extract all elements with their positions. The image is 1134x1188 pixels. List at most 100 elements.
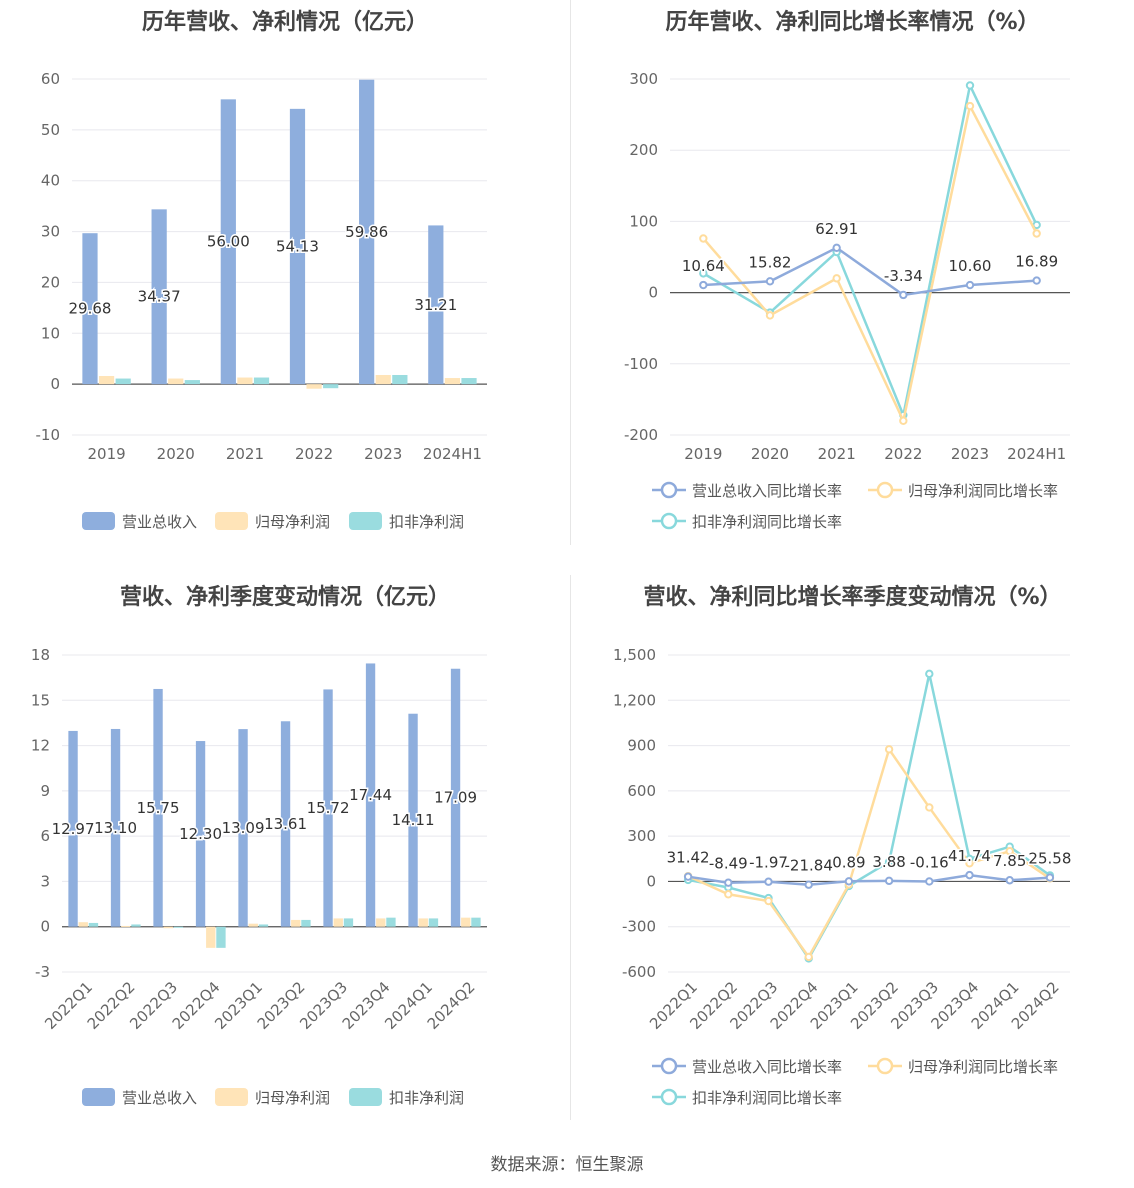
y-tick-label: -10	[36, 426, 61, 444]
y-tick-label: 0	[646, 872, 656, 890]
data-point	[1005, 847, 1014, 856]
bar	[365, 663, 376, 927]
data-label: 0.89	[832, 853, 865, 871]
data-label: -21.84	[785, 857, 833, 875]
legend-swatch	[82, 512, 115, 530]
data-point	[925, 669, 934, 679]
bar	[237, 377, 253, 385]
data-label: 10.64	[682, 257, 725, 275]
y-tick-label: 40	[41, 172, 60, 190]
data-point	[699, 269, 708, 278]
bar	[238, 729, 248, 927]
y-tick-label: 12	[31, 737, 50, 755]
series-line	[702, 81, 1038, 420]
legend-label: 归母净利润同比增长率	[908, 1058, 1058, 1076]
data-point	[899, 290, 908, 300]
legend-marker	[660, 481, 678, 499]
data-label: 31.21	[414, 296, 457, 314]
x-tick-label: 2024H1	[1007, 445, 1066, 463]
data-label: 12.97	[52, 820, 95, 838]
bar	[376, 918, 386, 927]
bar	[206, 926, 216, 948]
bar	[115, 378, 131, 385]
bar	[163, 926, 173, 929]
bar	[253, 377, 270, 385]
x-tick-label: 2022	[884, 445, 922, 463]
y-tick-label: 0	[50, 375, 60, 393]
legend-label: 营业总收入同比增长率	[692, 1058, 842, 1076]
x-tick-label: 2023	[364, 445, 402, 463]
vertical-divider-top	[570, 0, 571, 545]
series-line	[703, 246, 1037, 297]
plot-group: -200 -100 0 100 200 300 2019 2020 2021 2022 2023 20…	[624, 70, 1070, 531]
y-tick-label: 0	[40, 918, 50, 936]
data-point	[724, 890, 733, 899]
panel-annual-values: 历年营收、净利情况（亿元） -10 0 10 20 30 40 50 60 2019 2020 20…	[0, 0, 570, 545]
bar	[88, 922, 99, 927]
y-tick-label: 18	[31, 646, 50, 664]
x-tick-label: 2024Q2	[424, 978, 479, 1033]
bar	[375, 374, 391, 385]
y-tick-label: 300	[627, 827, 656, 845]
chart-title: 历年营收、净利同比增长率情况（%）	[665, 10, 1040, 35]
bar	[82, 233, 98, 385]
y-tick-label: 200	[629, 141, 658, 159]
bar	[220, 99, 236, 385]
bar	[68, 730, 78, 927]
data-label: 17.44	[349, 786, 392, 804]
bar	[471, 917, 481, 927]
y-tick-label: 1,500	[613, 646, 656, 664]
legend-label: 扣非净利润	[389, 513, 464, 531]
data-label: 56.00	[207, 233, 250, 251]
data-point	[832, 243, 841, 253]
bar	[301, 919, 311, 927]
x-tick-label: 2023	[951, 445, 989, 463]
series-line	[687, 746, 1051, 960]
data-label: -8.49	[709, 855, 748, 873]
legend-marker	[876, 1057, 894, 1075]
data-label: -0.16	[910, 853, 949, 871]
series-line	[687, 673, 1051, 961]
legend-label: 扣非净利润同比增长率	[692, 1089, 842, 1107]
data-label: 13.10	[94, 819, 137, 837]
annual-values-chart: -10 0 10 20 30 40 50 60 2019 2020 2021 2022 2023 2024…	[36, 70, 487, 531]
bar	[173, 926, 184, 928]
chart-title: 营收、净利同比增长率季度变动情况（%）	[643, 585, 1062, 610]
legend-swatch	[215, 512, 248, 530]
x-tick-label: 2022	[295, 445, 333, 463]
legend-swatch	[349, 1088, 382, 1106]
x-tick-label: 2021	[226, 445, 264, 463]
data-label: 17.09	[434, 789, 477, 807]
y-tick-label: -300	[622, 918, 656, 936]
data-point	[765, 311, 775, 320]
y-tick-label: -200	[624, 426, 658, 444]
bar	[291, 919, 301, 927]
data-label: -1.97	[749, 854, 788, 872]
bar	[184, 380, 200, 385]
data-point	[1032, 276, 1041, 285]
data-label: 13.09	[222, 819, 265, 837]
legend-swatch	[82, 1088, 115, 1106]
data-point	[884, 876, 894, 886]
y-tick-label: 60	[41, 70, 60, 88]
data-label: 3.88	[872, 853, 905, 871]
y-tick-label: -100	[624, 355, 658, 373]
data-point	[965, 859, 974, 868]
x-tick-label: 2024H1	[423, 445, 482, 463]
data-label: 25.58	[1028, 850, 1071, 868]
data-label: 16.89	[1015, 253, 1058, 271]
data-point	[844, 877, 854, 886]
data-label: 15.82	[749, 253, 792, 271]
data-point	[965, 870, 974, 880]
bar	[151, 209, 167, 385]
data-point	[764, 896, 773, 906]
y-tick-label: 600	[627, 782, 656, 800]
vertical-divider-bottom	[570, 575, 571, 1120]
data-point	[965, 81, 975, 90]
y-tick-label: 9	[40, 782, 50, 800]
bar	[428, 918, 439, 927]
bar	[78, 922, 88, 927]
data-point	[804, 880, 813, 889]
y-tick-label: 50	[41, 121, 60, 139]
y-tick-label: 100	[629, 212, 658, 230]
